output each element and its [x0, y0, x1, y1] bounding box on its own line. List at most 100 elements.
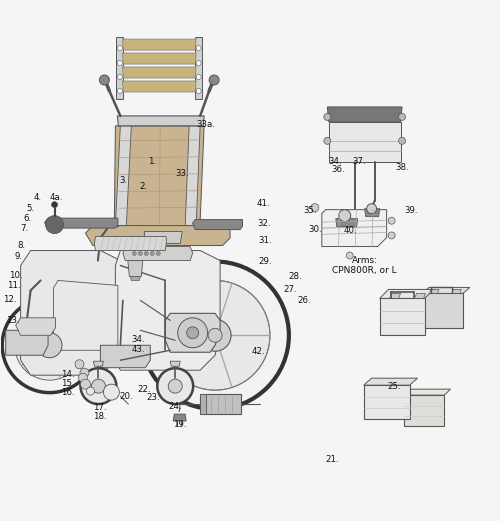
Circle shape — [80, 368, 116, 404]
Circle shape — [186, 327, 198, 339]
Text: 42.: 42. — [252, 347, 266, 356]
Text: 33a.: 33a. — [196, 120, 215, 129]
Circle shape — [118, 75, 122, 80]
Text: 21.: 21. — [326, 455, 340, 464]
Text: 35.: 35. — [304, 206, 318, 215]
Text: 34.: 34. — [329, 157, 342, 166]
Circle shape — [160, 280, 270, 390]
Polygon shape — [192, 220, 242, 230]
Polygon shape — [20, 251, 120, 375]
Polygon shape — [336, 219, 357, 227]
Text: 36.: 36. — [332, 165, 345, 174]
Polygon shape — [195, 37, 202, 99]
Circle shape — [388, 232, 395, 239]
Circle shape — [92, 379, 106, 393]
Polygon shape — [404, 395, 444, 426]
Circle shape — [168, 379, 182, 393]
Circle shape — [346, 252, 353, 259]
Circle shape — [324, 138, 331, 144]
Circle shape — [142, 262, 289, 409]
Polygon shape — [322, 209, 386, 246]
Polygon shape — [422, 288, 470, 293]
Circle shape — [118, 89, 122, 93]
Text: 24.: 24. — [168, 402, 182, 411]
Text: 34.: 34. — [132, 335, 145, 344]
Polygon shape — [122, 67, 196, 78]
Polygon shape — [123, 246, 192, 260]
Text: 4.: 4. — [34, 193, 42, 202]
Circle shape — [144, 252, 148, 255]
Circle shape — [208, 328, 222, 342]
Polygon shape — [422, 293, 463, 328]
Text: 39.: 39. — [404, 206, 418, 215]
Circle shape — [14, 311, 84, 380]
Polygon shape — [388, 290, 434, 326]
Circle shape — [196, 75, 201, 80]
Text: 9.: 9. — [14, 252, 22, 261]
Polygon shape — [404, 389, 450, 395]
Polygon shape — [390, 293, 400, 299]
Polygon shape — [116, 251, 220, 370]
Circle shape — [339, 209, 350, 221]
Polygon shape — [94, 237, 166, 251]
Text: 5.: 5. — [26, 204, 34, 213]
Circle shape — [196, 60, 201, 66]
Polygon shape — [122, 53, 196, 64]
Text: 14.: 14. — [60, 370, 74, 379]
Circle shape — [398, 114, 406, 120]
Polygon shape — [94, 361, 104, 366]
Text: 19.: 19. — [172, 419, 186, 429]
Circle shape — [196, 46, 201, 51]
Polygon shape — [364, 378, 418, 385]
Text: 40.: 40. — [344, 226, 357, 235]
Polygon shape — [116, 126, 132, 226]
Circle shape — [196, 89, 201, 93]
Text: 20.: 20. — [120, 392, 133, 401]
Text: 2.: 2. — [140, 182, 147, 191]
Text: 15.: 15. — [60, 379, 74, 388]
Circle shape — [158, 368, 193, 404]
Circle shape — [75, 359, 84, 369]
Polygon shape — [116, 37, 123, 99]
Polygon shape — [173, 414, 186, 421]
Polygon shape — [128, 260, 143, 277]
Polygon shape — [54, 280, 118, 350]
Circle shape — [199, 319, 231, 351]
Text: 10.: 10. — [8, 271, 22, 280]
Text: 33.: 33. — [175, 169, 189, 178]
Polygon shape — [430, 290, 439, 293]
Polygon shape — [200, 394, 241, 414]
Polygon shape — [200, 394, 206, 414]
Circle shape — [37, 333, 62, 358]
Text: 8.: 8. — [18, 241, 26, 250]
Polygon shape — [380, 290, 434, 299]
Polygon shape — [364, 385, 410, 419]
Circle shape — [311, 204, 319, 212]
Circle shape — [398, 138, 406, 144]
Polygon shape — [364, 208, 380, 217]
Polygon shape — [130, 277, 140, 280]
Text: 26.: 26. — [297, 296, 310, 305]
Circle shape — [209, 75, 219, 85]
Polygon shape — [16, 318, 56, 336]
Circle shape — [118, 46, 122, 51]
Circle shape — [46, 216, 64, 233]
Polygon shape — [165, 313, 220, 352]
Text: 1.: 1. — [148, 157, 156, 166]
Text: 6.: 6. — [24, 214, 32, 222]
Text: 3.: 3. — [120, 176, 128, 185]
Text: 31.: 31. — [258, 236, 272, 245]
Circle shape — [156, 252, 160, 255]
Text: 43.: 43. — [132, 345, 145, 354]
Text: 38.: 38. — [396, 163, 409, 172]
Polygon shape — [44, 218, 118, 228]
Text: 7.: 7. — [20, 224, 29, 233]
Circle shape — [2, 298, 97, 393]
Text: 30.: 30. — [309, 225, 322, 234]
Text: 4a.: 4a. — [50, 193, 63, 202]
Text: 32.: 32. — [257, 219, 270, 228]
Polygon shape — [185, 126, 200, 226]
Polygon shape — [170, 361, 180, 366]
Text: 12.: 12. — [2, 295, 16, 304]
Text: 13.: 13. — [6, 316, 20, 325]
